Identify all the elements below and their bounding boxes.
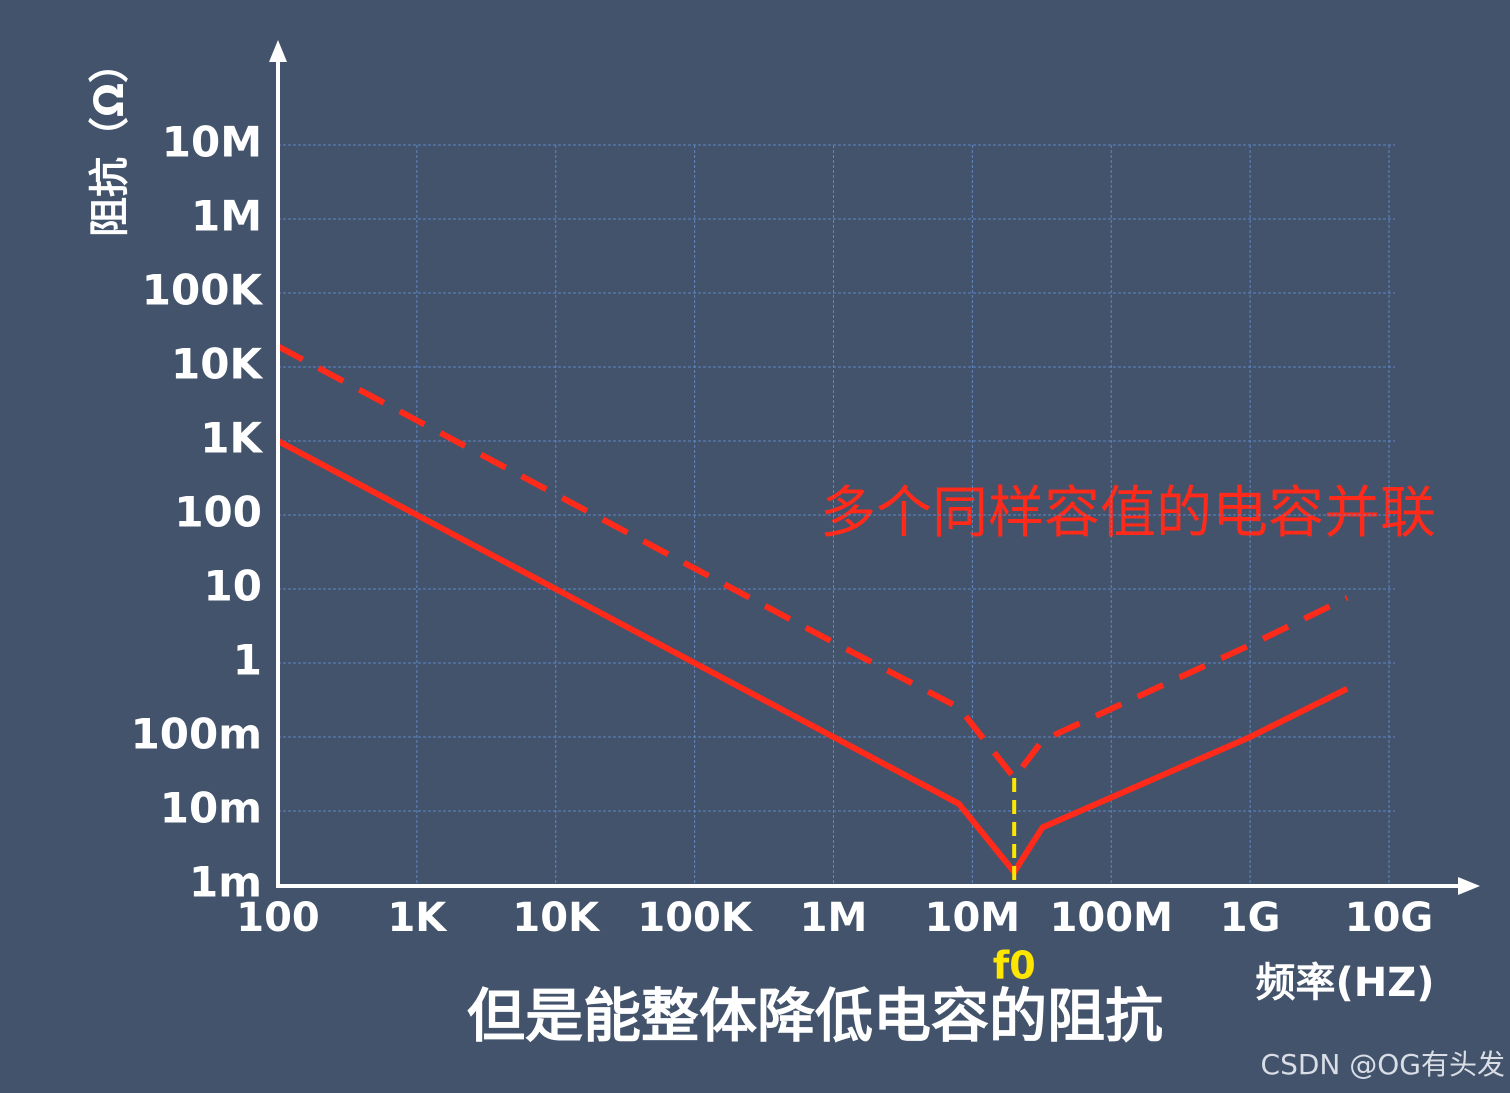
series-line bbox=[276, 343, 1349, 781]
x-tick-label: 100M bbox=[1050, 895, 1173, 941]
x-tick-label: 10M bbox=[925, 895, 1020, 941]
series-line bbox=[276, 438, 1349, 875]
y-tick-label: 100K bbox=[142, 266, 264, 315]
y-tick-label: 1m bbox=[189, 858, 262, 907]
caption: 但是能整体降低电容的阻抗 bbox=[467, 982, 1163, 1050]
x-axis-label: 频率(HZ) bbox=[1255, 960, 1434, 1006]
x-tick-label: 100K bbox=[637, 895, 753, 941]
y-tick-label: 10m bbox=[160, 784, 262, 833]
y-tick-label: 10M bbox=[162, 118, 262, 167]
plot bbox=[276, 343, 1349, 885]
marker-label: f0 bbox=[993, 944, 1036, 988]
annotation: 多个同样容值的电容并联 bbox=[820, 481, 1436, 546]
x-axis-arrow bbox=[1458, 877, 1480, 895]
y-tick-label: 1M bbox=[191, 192, 262, 241]
y-tick-label: 100 bbox=[174, 488, 262, 537]
y-axis-arrow bbox=[269, 40, 287, 62]
y-tick-label: 10 bbox=[204, 562, 262, 611]
x-tick-label: 100 bbox=[236, 895, 320, 941]
x-tick-label: 1M bbox=[800, 895, 868, 941]
x-tick-label: 10G bbox=[1345, 895, 1434, 941]
x-tick-label: 10K bbox=[512, 895, 601, 941]
y-tick-label: 10K bbox=[171, 340, 263, 389]
y-axis-label: 阻抗（Ω） bbox=[87, 43, 133, 237]
x-tick-label: 1K bbox=[387, 895, 448, 941]
y-tick-label: 1 bbox=[233, 636, 262, 685]
y-tick-label: 1K bbox=[200, 414, 263, 463]
x-tick-label: 1G bbox=[1220, 895, 1281, 941]
y-tick-label: 100m bbox=[131, 710, 262, 759]
watermark: CSDN @OG有头发 bbox=[1261, 1048, 1505, 1081]
grid bbox=[278, 144, 1395, 885]
